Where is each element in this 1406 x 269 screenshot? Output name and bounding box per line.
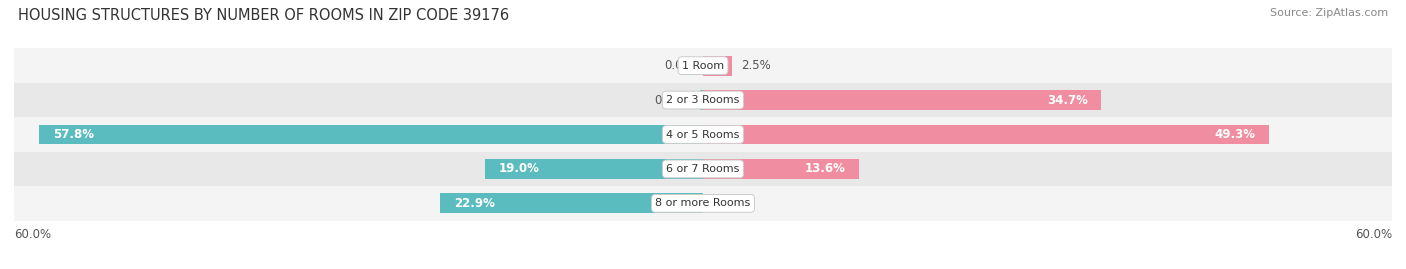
- Bar: [703, 159, 859, 179]
- Text: 57.8%: 57.8%: [53, 128, 94, 141]
- Text: 60.0%: 60.0%: [14, 228, 51, 241]
- Text: 22.9%: 22.9%: [454, 197, 495, 210]
- Text: 4 or 5 Rooms: 4 or 5 Rooms: [666, 129, 740, 140]
- Bar: [14, 152, 1392, 186]
- Bar: [14, 117, 1392, 152]
- Bar: [39, 125, 703, 144]
- Text: 34.7%: 34.7%: [1047, 94, 1088, 107]
- Text: HOUSING STRUCTURES BY NUMBER OF ROOMS IN ZIP CODE 39176: HOUSING STRUCTURES BY NUMBER OF ROOMS IN…: [18, 8, 509, 23]
- Text: 0.0%: 0.0%: [713, 197, 742, 210]
- Text: 8 or more Rooms: 8 or more Rooms: [655, 198, 751, 208]
- Text: 0.23%: 0.23%: [654, 94, 692, 107]
- Text: 49.3%: 49.3%: [1215, 128, 1256, 141]
- Text: 60.0%: 60.0%: [1355, 228, 1392, 241]
- Bar: [703, 56, 731, 76]
- Bar: [440, 193, 703, 213]
- Bar: [14, 83, 1392, 117]
- Text: 1 Room: 1 Room: [682, 61, 724, 71]
- Text: 2.5%: 2.5%: [741, 59, 770, 72]
- Text: 13.6%: 13.6%: [804, 162, 845, 175]
- Bar: [703, 125, 1270, 144]
- Bar: [14, 48, 1392, 83]
- Bar: [700, 90, 703, 110]
- Text: 19.0%: 19.0%: [499, 162, 540, 175]
- Text: 0.0%: 0.0%: [664, 59, 693, 72]
- Text: 6 or 7 Rooms: 6 or 7 Rooms: [666, 164, 740, 174]
- Text: Source: ZipAtlas.com: Source: ZipAtlas.com: [1270, 8, 1388, 18]
- Bar: [703, 90, 1101, 110]
- Text: 2 or 3 Rooms: 2 or 3 Rooms: [666, 95, 740, 105]
- Bar: [485, 159, 703, 179]
- Bar: [14, 186, 1392, 221]
